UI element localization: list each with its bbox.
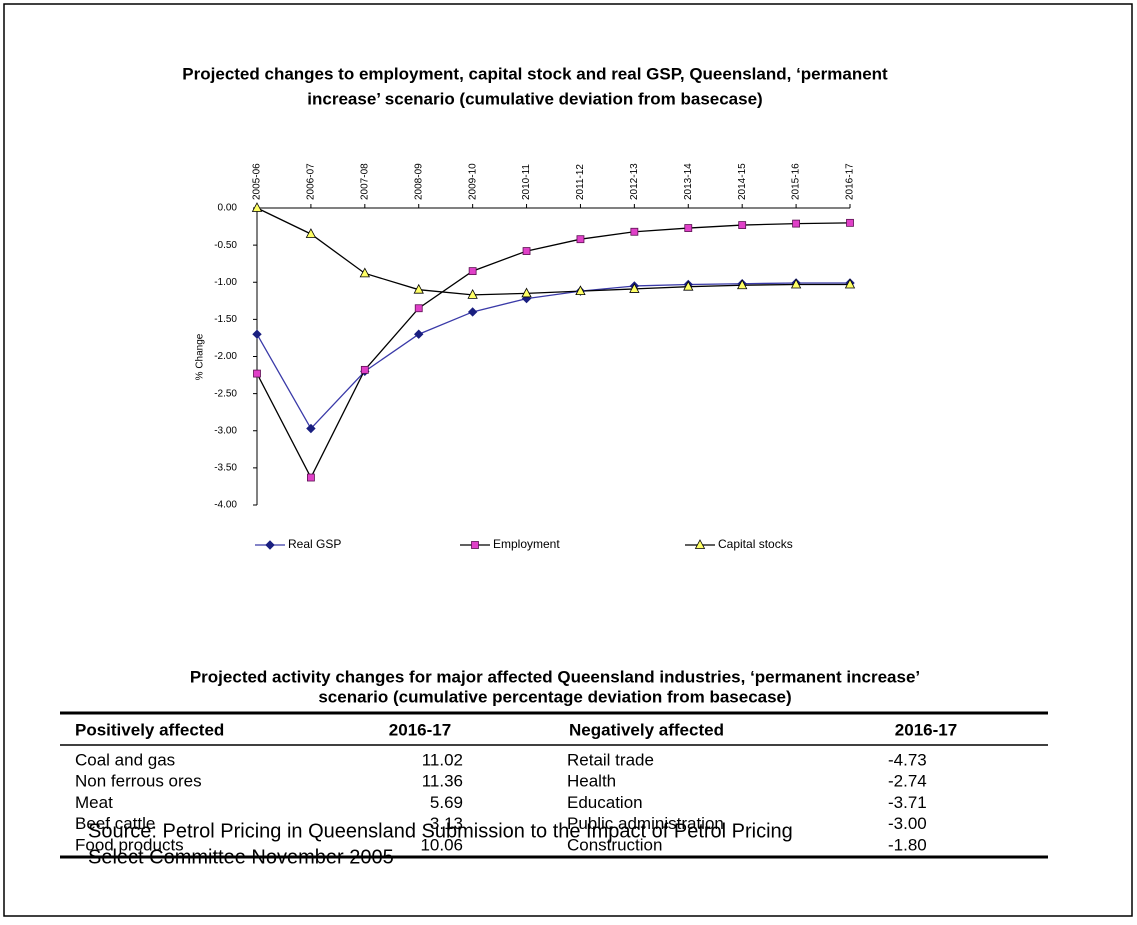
table-cell: Public administration xyxy=(567,814,724,833)
source: Select Committee November 2005 xyxy=(88,846,394,868)
y-tick-label: -2.00 xyxy=(214,351,237,362)
legend-label: Capital stocks xyxy=(718,537,793,551)
table-cell: -1.80 xyxy=(888,835,927,854)
table-cell: Coal and gas xyxy=(75,750,175,769)
table-cell: Education xyxy=(567,793,643,812)
table-cell: Health xyxy=(567,772,616,791)
x-tick-label: 2014-15 xyxy=(737,163,748,200)
x-tick-label: 2012-13 xyxy=(629,163,640,200)
table-cell: Food products xyxy=(75,835,184,854)
table-cell: 11.36 xyxy=(422,772,463,791)
table-cell: -3.00 xyxy=(888,814,927,833)
legend-label: Real GSP xyxy=(288,537,341,551)
data-point xyxy=(414,329,424,339)
table-cell: 10.06 xyxy=(420,835,463,854)
legend-label: Employment xyxy=(493,537,560,551)
data-point xyxy=(844,278,856,289)
data-point xyxy=(359,267,370,278)
data-point xyxy=(576,235,585,244)
table-cell: Retail trade xyxy=(567,750,654,769)
legend-marker xyxy=(694,539,706,549)
data-point xyxy=(521,287,532,298)
series-line xyxy=(256,282,850,430)
y-tick-label: 0.00 xyxy=(218,203,238,214)
table-cell: -4.73 xyxy=(888,750,927,769)
table-cell: 5.69 xyxy=(430,793,463,812)
data-point xyxy=(253,369,261,378)
table-cell: -2.74 xyxy=(888,772,927,791)
data-point xyxy=(790,278,802,289)
table-cell: 3.13 xyxy=(430,814,463,833)
data-point xyxy=(307,473,315,482)
table-title: scenario (cumulative percentage deviatio… xyxy=(318,687,791,706)
data-point xyxy=(846,218,854,227)
x-tick-label: 2008-09 xyxy=(413,163,424,200)
data-point xyxy=(252,329,262,339)
x-tick-label: 2013-14 xyxy=(683,163,694,200)
data-point xyxy=(575,285,586,296)
series-line xyxy=(256,207,850,296)
data-point xyxy=(630,227,639,236)
table-cell: -3.71 xyxy=(888,793,927,812)
x-tick-label: 2006-07 xyxy=(306,163,317,200)
table-cell: Construction xyxy=(567,835,662,854)
y-tick-label: -0.50 xyxy=(214,240,237,251)
x-tick-label: 2005-06 xyxy=(252,163,263,200)
data-point xyxy=(522,247,531,255)
data-point xyxy=(629,283,640,293)
data-point xyxy=(683,280,694,291)
data-point xyxy=(360,365,369,374)
y-tick-label: -3.00 xyxy=(214,425,237,436)
x-tick-label: 2016-17 xyxy=(845,163,856,200)
table-cell: 11.02 xyxy=(422,750,463,769)
chart-title: Projected changes to employment, capital… xyxy=(182,64,888,83)
data-point xyxy=(467,289,478,299)
y-tick-label: -4.00 xyxy=(214,500,237,511)
x-tick-label: 2007-08 xyxy=(359,163,370,200)
data-point xyxy=(305,228,317,238)
data-point xyxy=(413,283,424,294)
data-point xyxy=(306,423,316,434)
x-tick-label: 2015-16 xyxy=(791,163,802,200)
chart-title: increase’ scenario (cumulative deviation… xyxy=(307,89,762,108)
series-line xyxy=(256,222,851,479)
y-tick-label: -1.00 xyxy=(214,277,237,288)
table-header: 2016-17 xyxy=(389,720,451,739)
table-header: 2016-17 xyxy=(895,720,957,739)
legend-marker xyxy=(471,541,479,549)
y-tick-label: -3.50 xyxy=(214,463,237,474)
y-axis-label: % Change xyxy=(195,333,206,380)
source: Source: Petrol Pricing in Queensland Sub… xyxy=(88,820,793,842)
x-tick-label: 2010-11 xyxy=(521,164,532,200)
data-point xyxy=(414,304,423,313)
data-point xyxy=(468,267,477,276)
table-cell: Non ferrous ores xyxy=(75,772,202,791)
table-cell: Meat xyxy=(75,793,113,812)
data-point xyxy=(792,219,800,228)
data-point xyxy=(737,279,748,290)
data-point xyxy=(684,224,693,232)
table-title: Projected activity changes for major aff… xyxy=(190,667,920,686)
data-point xyxy=(467,307,478,317)
data-point xyxy=(251,202,263,212)
table-header: Positively affected xyxy=(75,720,224,739)
x-tick-label: 2009-10 xyxy=(467,163,478,200)
x-tick-label: 2011-12 xyxy=(575,164,586,200)
table-cell: Beef cattle xyxy=(75,814,155,833)
y-tick-label: -2.50 xyxy=(214,388,237,399)
data-point xyxy=(738,221,747,229)
table-header: Negatively affected xyxy=(569,720,724,739)
frame xyxy=(3,3,1133,917)
y-tick-label: -1.50 xyxy=(214,314,237,325)
legend-marker xyxy=(265,540,275,550)
